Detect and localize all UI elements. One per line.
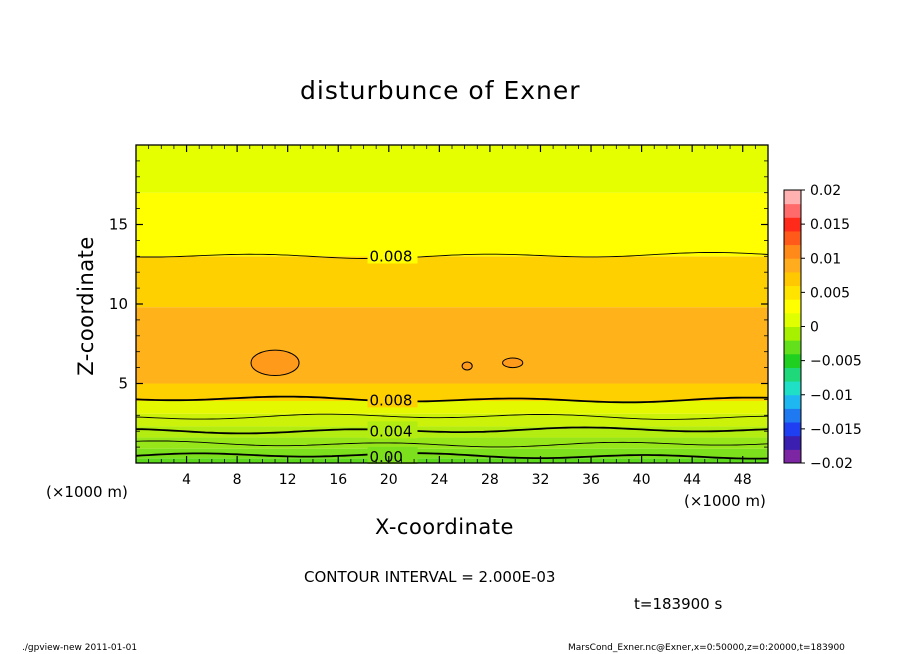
colorbar-tick-label: 0.01 [810, 251, 841, 267]
colorbar-segment [784, 217, 801, 232]
x-tick-label: 44 [683, 472, 701, 488]
contour-band [136, 145, 768, 193]
x-tick-label: 8 [233, 472, 242, 488]
contour-line [135, 413, 769, 420]
footer-right: MarsCond_Exner.nc@Exner,x=0:50000,z=0:20… [568, 643, 845, 653]
contour-band [136, 192, 768, 257]
contour-interval: CONTOUR INTERVAL = 2.000E-03 [304, 568, 556, 586]
y-axis-ticks: 5 10 15 [109, 160, 768, 448]
contour-label: 0.00 [370, 448, 403, 466]
plot-fill-layers [136, 145, 768, 463]
contour-line [135, 426, 769, 435]
colorbar-segment [784, 203, 801, 218]
contour-line [135, 440, 769, 448]
chart-title: disturbunce of Exner [300, 76, 581, 105]
x-axis-ticks: 4 8 12 16 20 24 28 32 36 40 44 48 [148, 145, 756, 488]
colorbar-segment [784, 299, 801, 314]
contour-label-bg [367, 446, 418, 464]
x-tick-label: 48 [734, 472, 752, 488]
local-maximum [461, 361, 473, 371]
time-label: t=183900 s [634, 595, 723, 613]
colorbar-tick-label: 0.015 [810, 217, 850, 233]
contour-line [135, 452, 769, 460]
x-tick-label: 12 [279, 472, 297, 488]
z-unit-label: (×1000 m) [46, 483, 128, 501]
contour-label-bg [367, 390, 418, 408]
x-tick-label: 32 [532, 472, 550, 488]
contour-band [136, 307, 768, 384]
colorbar-tick-label: −0.015 [810, 422, 862, 438]
colorbar-segment [784, 258, 801, 273]
contour-band [136, 400, 768, 414]
colorbar-segment [784, 367, 801, 382]
contour-label-bg [367, 421, 418, 439]
colorbar-segment [784, 230, 801, 246]
y-tick-label: 5 [118, 375, 128, 393]
contour-band [136, 413, 768, 427]
colorbar-segment [784, 312, 801, 327]
colorbar-segment [784, 435, 801, 450]
colorbar-tick-label: 0 [810, 320, 819, 336]
contour-line [135, 252, 769, 260]
contour-label: 0.008 [370, 248, 413, 266]
colorbar-segment [784, 340, 801, 355]
y-tick-label: 10 [109, 295, 128, 313]
colorbar-segment [784, 190, 801, 205]
colorbar-tick-label: −0.02 [810, 456, 853, 472]
colorbar-segment [784, 353, 801, 368]
colorbar-tick-label: −0.005 [810, 354, 862, 370]
x-tick-label: 20 [380, 472, 398, 488]
y-tick-label: 15 [109, 216, 128, 234]
x-tick-label: 28 [481, 472, 499, 488]
x-tick-label: 16 [329, 472, 347, 488]
colorbar-segment [784, 326, 801, 341]
colorbar-segment [784, 449, 801, 464]
colorbar-segment [784, 285, 801, 300]
contour-band [136, 256, 768, 308]
x-tick-label: 24 [430, 472, 448, 488]
x-tick-label: 40 [633, 472, 651, 488]
contour-line [135, 395, 769, 404]
colorbar-segment [784, 271, 801, 287]
contour-band [136, 437, 768, 449]
y-axis-title: Z-coordinate [74, 236, 98, 376]
colorbar-segment [784, 381, 801, 396]
x-tick-label: 36 [582, 472, 600, 488]
contour-label: 0.008 [370, 391, 413, 409]
colorbar-tick-label: −0.01 [810, 388, 853, 404]
plot-contour-lines: 0.00 0.004 0.008 0.008 [135, 246, 769, 466]
x-axis-title: X-coordinate [375, 515, 514, 539]
contour-label: 0.004 [370, 422, 413, 440]
x-unit-label: (×1000 m) [684, 492, 766, 510]
colorbar-segment [784, 244, 801, 259]
colorbar-tick-label: 0.02 [810, 183, 841, 199]
colorbar-segment [784, 394, 801, 409]
local-maximum [250, 349, 300, 377]
colorbar-tick-label: 0.005 [810, 285, 850, 301]
colorbar: 0.02 0.015 0.01 0.005 0 −0.005 −0.01 −0.015 −0.0… [783, 183, 862, 472]
colorbar-segment [784, 422, 801, 437]
contour-label-bg [367, 246, 418, 264]
footer-left: ./gpview-new 2011-01-01 [22, 643, 138, 653]
local-maximum [502, 357, 524, 369]
x-tick-label: 4 [182, 472, 191, 488]
colorbar-segment [784, 408, 801, 423]
